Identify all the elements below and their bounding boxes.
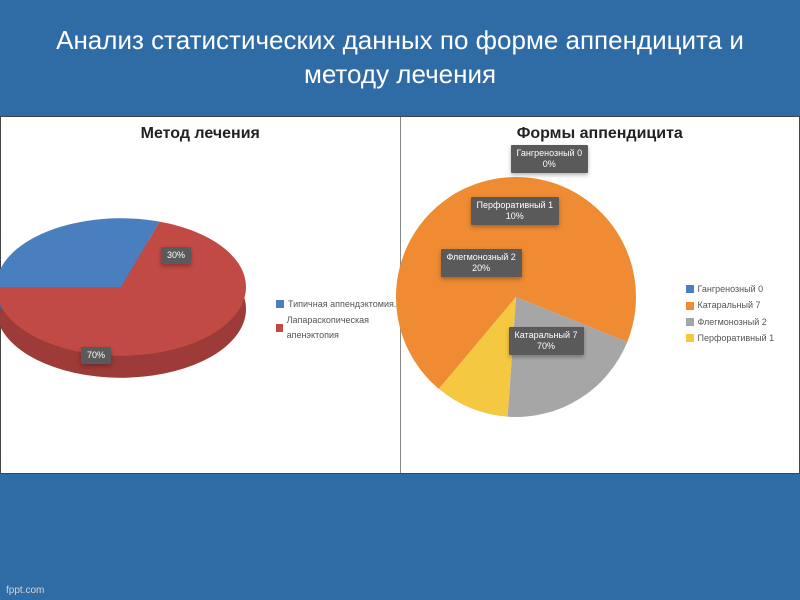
dl-line2: 70% bbox=[537, 341, 555, 351]
footer-credit: fppt.com bbox=[6, 585, 44, 596]
chart1-datalabel-1: 70% bbox=[81, 347, 111, 364]
chart-panel-treatment: Метод лечения 30%70%Типичная аппендэктом… bbox=[1, 117, 401, 473]
chart2-datalabel-2: Флегмонозный 220% bbox=[441, 249, 522, 277]
chart1-body: 30%70%Типичная аппендэктомия.Лапараскопи… bbox=[1, 147, 400, 473]
legend-swatch bbox=[686, 285, 694, 293]
legend-label: Перфоративный 1 bbox=[698, 331, 775, 345]
legend-swatch bbox=[686, 302, 694, 310]
header-title: Анализ статистических данных по форме ап… bbox=[40, 24, 760, 92]
legend-swatch bbox=[276, 300, 284, 308]
chart-panel-forms: Формы аппендицита Гангренозный 00%Перфор… bbox=[401, 117, 800, 473]
chart2-legend-item-2: Флегмонозный 2 bbox=[686, 315, 775, 329]
chart2-legend: Гангренозный 0 Катаральный 7 Флегмонозный … bbox=[686, 282, 775, 348]
dl-line1: Перфоративный 1 bbox=[477, 200, 554, 210]
chart2-datalabel-0: Гангренозный 00% bbox=[511, 145, 589, 173]
legend-label: Гангренозный 0 bbox=[698, 282, 764, 296]
dl-line1: Катаральный 7 bbox=[515, 330, 578, 340]
chart2-datalabel-1: Перфоративный 110% bbox=[471, 197, 560, 225]
legend-swatch bbox=[686, 318, 694, 326]
legend-swatch bbox=[686, 334, 694, 342]
dl-line2: 10% bbox=[506, 211, 524, 221]
chart2-legend-item-0: Гангренозный 0 bbox=[686, 282, 775, 296]
chart1-datalabel-0: 30% bbox=[161, 247, 191, 264]
dl-line2: 0% bbox=[543, 159, 556, 169]
legend-label: Катаральный 7 bbox=[698, 298, 761, 312]
chart2-datalabel-3: Катаральный 770% bbox=[509, 327, 584, 355]
footer: fppt.com bbox=[0, 474, 800, 600]
dl-line2: 20% bbox=[472, 263, 490, 273]
chart2-body: Гангренозный 00%Перфоративный 110%Флегмо… bbox=[401, 147, 800, 473]
legend-label: Флегмонозный 2 bbox=[698, 315, 767, 329]
dl-line1: Гангренозный 0 bbox=[517, 148, 583, 158]
chart2-legend-item-1: Катаральный 7 bbox=[686, 298, 775, 312]
header: Анализ статистических данных по форме ап… bbox=[0, 0, 800, 116]
dl-line1: Флегмонозный 2 bbox=[447, 252, 516, 262]
charts-container: Метод лечения 30%70%Типичная аппендэктом… bbox=[0, 116, 800, 474]
legend-swatch bbox=[276, 324, 283, 332]
chart2-legend-item-3: Перфоративный 1 bbox=[686, 331, 775, 345]
